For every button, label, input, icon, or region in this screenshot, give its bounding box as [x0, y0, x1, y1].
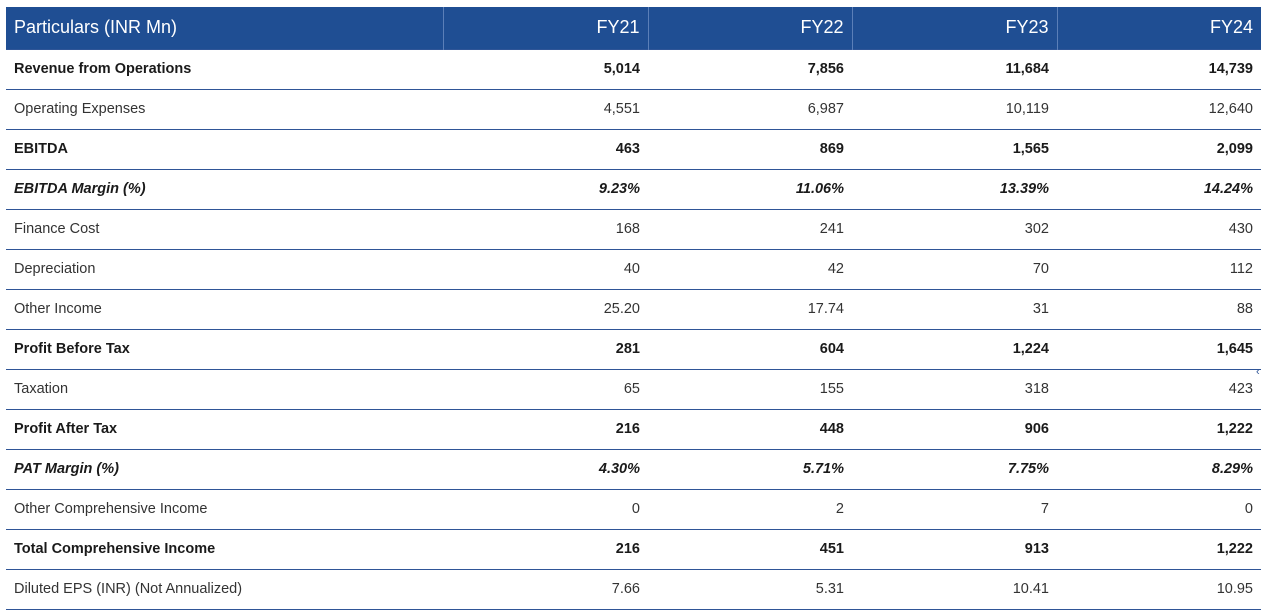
- cell-fy23: 70: [1032, 261, 1049, 277]
- cell-fy23: 31: [1032, 301, 1049, 317]
- row-label: Depreciation: [14, 261, 96, 277]
- cell-fy21: 0: [631, 501, 640, 517]
- table-row: Other Comprehensive Income 0 2 7 0: [6, 489, 1261, 529]
- cell-fy22: 42: [827, 261, 844, 277]
- table-row: Finance Cost 168 241 302 430: [6, 209, 1261, 249]
- cell-fy23: 10,119: [1005, 101, 1049, 117]
- cell-fy24: 423: [1228, 381, 1253, 397]
- cell-fy23: 7: [1040, 501, 1049, 517]
- cell-fy21: 40: [623, 261, 640, 277]
- cell-fy23: 1,565: [1012, 141, 1049, 157]
- collapse-chevron-icon[interactable]: ‹: [1256, 366, 1260, 378]
- cell-fy24: 14,739: [1208, 61, 1253, 77]
- table-row: PAT Margin (%) 4.30% 5.71% 7.75% 8.29%: [6, 449, 1261, 489]
- cell-fy24: 1,222: [1216, 421, 1253, 437]
- cell-fy23: 302: [1024, 221, 1049, 237]
- header-row: Particulars (INR Mn) FY21 FY22 FY23 FY24: [6, 7, 1261, 49]
- cell-fy23: 10.41: [1012, 581, 1049, 597]
- cell-fy21: 463: [615, 141, 640, 157]
- cell-fy22: 869: [819, 141, 844, 157]
- table-row: Operating Expenses 4,551 6,987 10,119 12,640: [6, 89, 1261, 129]
- row-label: EBITDA Margin (%): [14, 181, 146, 197]
- header-fy24: FY24: [1209, 17, 1253, 38]
- table-row: Taxation 65 155 318 423: [6, 369, 1261, 409]
- row-label: Operating Expenses: [14, 101, 146, 117]
- row-label: EBITDA: [14, 141, 68, 157]
- cell-fy24: 1,222: [1216, 541, 1253, 557]
- table-row: Other Income 25.20 17.74 31 88: [6, 289, 1261, 329]
- cell-fy22: 5.31: [815, 581, 844, 597]
- cell-fy23: 913: [1024, 541, 1049, 557]
- row-label: Revenue from Operations: [14, 61, 192, 77]
- table-body: Revenue from Operations 5,014 7,856 11,684 1…: [6, 49, 1261, 609]
- table-row: Profit After Tax 216 448 906 1,222: [6, 409, 1261, 449]
- cell-fy24: 112: [1229, 261, 1253, 277]
- cell-fy22: 155: [819, 381, 844, 397]
- cell-fy22: 2: [835, 501, 844, 517]
- cell-fy22: 7,856: [807, 61, 844, 77]
- table-row: EBITDA 463 869 1,565 2,099: [6, 129, 1261, 169]
- cell-fy23: 13.39%: [999, 181, 1049, 197]
- cell-fy21: 4,551: [603, 101, 640, 117]
- row-label: Diluted EPS (INR) (Not Annualized): [14, 581, 243, 597]
- cell-fy24: 14.24%: [1203, 181, 1253, 197]
- cell-fy21: 7.66: [611, 581, 640, 597]
- cell-fy22: 11.06%: [795, 181, 844, 197]
- cell-fy24: 0: [1244, 501, 1253, 517]
- cell-fy22: 448: [819, 421, 844, 437]
- row-label: Total Comprehensive Income: [14, 541, 216, 557]
- cell-fy23: 7.75%: [1007, 461, 1049, 477]
- cell-fy21: 5,014: [603, 61, 640, 77]
- cell-fy21: 216: [615, 541, 640, 557]
- cell-fy22: 5.71%: [802, 461, 844, 477]
- cell-fy24: 1,645: [1216, 341, 1253, 357]
- row-label: Other Income: [14, 301, 102, 317]
- cell-fy21: 25.20: [603, 301, 640, 317]
- cell-fy22: 604: [819, 341, 844, 357]
- row-label: Taxation: [14, 381, 69, 397]
- cell-fy21: 168: [615, 221, 640, 237]
- cell-fy21: 281: [615, 341, 640, 357]
- table-row: EBITDA Margin (%) 9.23% 11.06% 13.39% 14.24%: [6, 169, 1261, 209]
- header-fy21: FY21: [443, 7, 649, 49]
- row-label: Finance Cost: [14, 221, 100, 237]
- table-row: Total Comprehensive Income 216 451 913 1,222: [6, 529, 1261, 569]
- row-label: Profit Before Tax: [14, 341, 130, 357]
- cell-fy24: 88: [1236, 301, 1253, 317]
- cell-fy21: 65: [623, 381, 640, 397]
- financial-summary-table: Particulars (INR Mn) FY21 FY22 FY23 FY24…: [6, 7, 1261, 610]
- financial-summary-table-container: Particulars (INR Mn) FY21 FY22 FY23 FY24…: [6, 7, 1261, 610]
- table-row: Depreciation 40 42 70 112: [6, 249, 1261, 289]
- row-label: PAT Margin (%): [14, 461, 119, 477]
- cell-fy22: 241: [819, 221, 844, 237]
- cell-fy24: 2,099: [1216, 141, 1253, 157]
- table-header: Particulars (INR Mn) FY21 FY22 FY23 FY24: [6, 7, 1261, 49]
- cell-fy23: 318: [1024, 381, 1049, 397]
- cell-fy23: 906: [1024, 421, 1049, 437]
- cell-fy21: 4.30%: [598, 461, 640, 477]
- cell-fy24: 430: [1228, 221, 1253, 237]
- table-row: Revenue from Operations 5,014 7,856 11,684 1…: [6, 49, 1261, 89]
- cell-fy23: 11,684: [1005, 61, 1049, 77]
- header-particulars: Particulars (INR Mn): [6, 7, 444, 49]
- cell-fy24: 8.29%: [1211, 461, 1253, 477]
- header-fy22: FY22: [648, 7, 853, 49]
- header-fy23: FY23: [852, 7, 1058, 49]
- cell-fy23: 1,224: [1012, 341, 1049, 357]
- cell-fy24: 12,640: [1208, 101, 1253, 117]
- cell-fy21: 216: [615, 421, 640, 437]
- cell-fy21: 9.23%: [598, 181, 640, 197]
- cell-fy22: 17.74: [807, 301, 844, 317]
- row-label: Profit After Tax: [14, 421, 118, 437]
- cell-fy24: 10.95: [1216, 581, 1253, 597]
- row-label: Other Comprehensive Income: [14, 501, 208, 517]
- table-row: Diluted EPS (INR) (Not Annualized) 7.66 5.…: [6, 569, 1261, 609]
- table-row: Profit Before Tax 281 604 1,224 1,645: [6, 329, 1261, 369]
- cell-fy22: 451: [819, 541, 844, 557]
- cell-fy22: 6,987: [807, 101, 844, 117]
